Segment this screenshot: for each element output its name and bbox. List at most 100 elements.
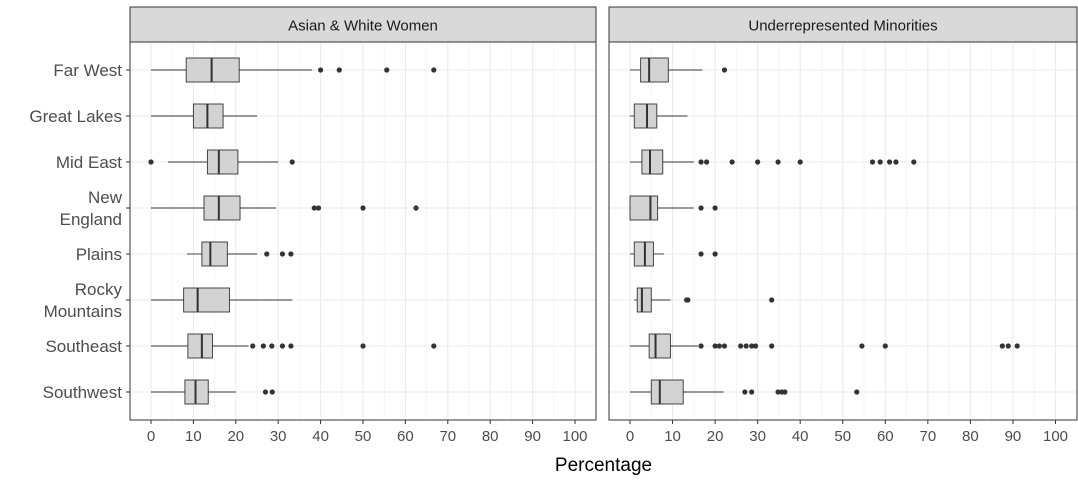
outlier-point (264, 251, 270, 257)
outlier-point (716, 343, 722, 349)
outlier-point (738, 343, 744, 349)
outlier-point (262, 389, 269, 395)
panel-title: Asian & White Women (288, 18, 438, 35)
y-tick-label: Southeast (45, 337, 122, 356)
outlier-point (755, 159, 761, 165)
outlier-point (269, 343, 275, 349)
iqr-box (187, 333, 213, 359)
outlier-point (882, 343, 888, 349)
outlier-point (769, 343, 775, 349)
outlier-point (1005, 343, 1011, 349)
x-tick-label: 60 (397, 428, 414, 445)
iqr-box (629, 195, 659, 221)
outlier-point (712, 251, 718, 257)
x-tick-label: 30 (749, 428, 766, 445)
y-tick-label: England (60, 210, 122, 229)
x-tick-label: 10 (185, 428, 202, 445)
x-tick-label: 40 (792, 428, 809, 445)
outlier-point (859, 343, 865, 349)
outlier-point (360, 205, 366, 211)
x-tick-label: 0 (147, 428, 155, 445)
panel-strip (129, 6, 597, 43)
y-tick-label: Mountains (44, 302, 122, 321)
outlier-point (877, 159, 883, 165)
outlier-point (698, 159, 704, 165)
outlier-point (893, 159, 899, 165)
outlier-point (775, 389, 781, 395)
outlier-point (712, 205, 718, 211)
x-tick-label: 80 (482, 428, 499, 445)
x-tick-label: 30 (270, 428, 287, 445)
x-axis-title: Percentage (555, 455, 652, 476)
y-tick-label: Mid East (56, 153, 122, 172)
iqr-box (633, 103, 658, 129)
iqr-box (184, 379, 209, 405)
iqr-box (185, 57, 240, 83)
outlier-point (315, 205, 322, 211)
outlier-point (698, 343, 704, 349)
x-tick-label: 60 (877, 428, 894, 445)
outlier-point (743, 343, 749, 349)
outlier-point (742, 389, 748, 395)
outlier-point (384, 67, 390, 73)
iqr-box (203, 195, 241, 221)
outlier-point (413, 205, 419, 211)
y-tick-label: New (88, 188, 123, 207)
outlier-point (749, 343, 755, 349)
x-tick-label: 20 (227, 428, 244, 445)
outlier-point (769, 297, 775, 303)
outlier-point (999, 343, 1005, 349)
outlier-point (288, 343, 294, 349)
outlier-point (288, 251, 294, 257)
x-tick-label: 0 (626, 428, 634, 445)
x-tick-label: 70 (920, 428, 937, 445)
outlier-point (721, 343, 728, 349)
y-tick-label: Plains (76, 245, 122, 264)
outlier-point (782, 389, 788, 395)
outlier-point (797, 159, 803, 165)
iqr-box (633, 241, 654, 267)
y-tick-label: Great Lakes (29, 107, 122, 126)
iqr-box (641, 149, 664, 175)
outlier-point (721, 67, 728, 73)
y-tick-label: Southwest (43, 383, 123, 402)
x-tick-label: 40 (312, 428, 329, 445)
outlier-point (685, 297, 691, 303)
outlier-point (1014, 343, 1020, 349)
panel-strip (608, 6, 1078, 43)
outlier-point (854, 389, 860, 395)
x-tick-label: 90 (524, 428, 541, 445)
y-tick-label: Far West (53, 61, 122, 80)
outlier-point (360, 343, 366, 349)
outlier-point (279, 251, 286, 257)
outlier-point (869, 159, 876, 165)
outlier-point (311, 205, 317, 211)
outlier-point (886, 159, 893, 165)
outlier-point (250, 343, 256, 349)
x-tick-label: 100 (1043, 428, 1068, 445)
iqr-box (650, 379, 684, 405)
outlier-point (260, 343, 266, 349)
x-tick-label: 50 (834, 428, 851, 445)
outlier-point (752, 343, 759, 349)
iqr-box (648, 333, 671, 359)
outlier-point (698, 205, 704, 211)
x-tick-label: 70 (439, 428, 456, 445)
x-tick-label: 100 (562, 428, 587, 445)
x-tick-label: 80 (962, 428, 979, 445)
x-tick-label: 10 (664, 428, 681, 445)
iqr-box (183, 287, 230, 313)
y-tick-label: Rocky (75, 280, 123, 299)
x-tick-label: 20 (707, 428, 724, 445)
outlier-point (703, 159, 710, 165)
outlier-point (269, 389, 275, 395)
x-tick-label: 50 (355, 428, 372, 445)
iqr-box (201, 241, 228, 267)
outlier-point (431, 343, 437, 349)
iqr-box (636, 287, 652, 313)
outlier-point (336, 67, 342, 73)
iqr-box (640, 57, 669, 83)
outlier-point (318, 67, 324, 73)
